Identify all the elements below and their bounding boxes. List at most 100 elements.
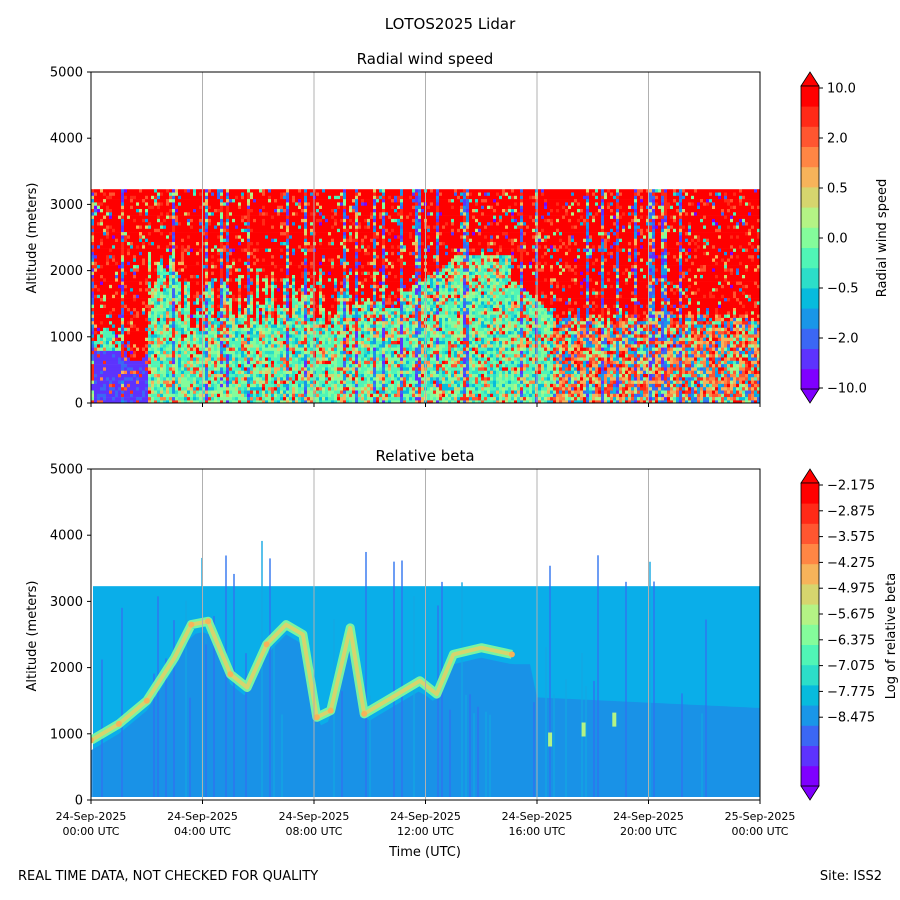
wind-cell — [256, 238, 259, 243]
wind-cell — [304, 327, 307, 332]
wind-cell — [202, 261, 205, 266]
wind-cell — [274, 268, 277, 272]
wind-cell — [292, 248, 295, 253]
wind-cell — [241, 308, 244, 312]
wind-cell — [94, 281, 97, 286]
wind-cell — [130, 397, 133, 401]
wind-cell — [229, 195, 232, 200]
wind-cell — [259, 344, 262, 348]
wind-cell — [136, 288, 139, 292]
wind-cell — [139, 311, 142, 315]
wind-cell — [148, 225, 151, 230]
wind-cell — [301, 360, 304, 365]
wind-cell — [145, 242, 148, 246]
wind-cell — [226, 390, 229, 395]
wind-cell — [262, 261, 265, 266]
wind-cell — [295, 215, 298, 220]
wind-cell — [103, 195, 106, 200]
wind-cell — [232, 321, 235, 325]
wind-cell — [142, 278, 145, 282]
wind-cell — [133, 261, 136, 266]
wind-cell — [97, 215, 100, 220]
wind-cell — [310, 347, 313, 352]
wind-cell — [298, 350, 301, 355]
wind-cell — [106, 242, 109, 246]
wind-cell — [223, 324, 226, 329]
wind-cell — [133, 380, 136, 385]
wind-cell — [121, 334, 124, 338]
wind-cell — [232, 218, 235, 223]
wind-cell — [97, 397, 100, 401]
wind-cell — [244, 317, 247, 322]
wind-cell — [94, 242, 97, 246]
wind-cell — [187, 314, 190, 319]
wind-cell — [244, 390, 247, 395]
wind-cell — [130, 364, 133, 368]
wind-cell — [259, 258, 262, 263]
wind-cell — [154, 288, 157, 292]
wind-cell — [250, 284, 253, 289]
wind-cell — [271, 288, 274, 292]
wind-cell — [250, 202, 253, 206]
wind-cell — [241, 222, 244, 226]
wind-cell — [178, 228, 181, 233]
wind-cell — [133, 383, 136, 388]
wind-cell — [205, 393, 208, 398]
wind-cell — [295, 212, 298, 216]
wind-cell — [166, 215, 169, 220]
wind-cell — [184, 218, 187, 223]
wind-cell — [205, 380, 208, 385]
wind-cell — [103, 364, 106, 368]
wind-cell — [178, 331, 181, 335]
wind-cell — [139, 248, 142, 253]
wind-cell — [136, 242, 139, 246]
wind-cell — [157, 321, 160, 325]
wind-cell — [121, 344, 124, 348]
wind-cell — [94, 248, 97, 253]
wind-cell — [277, 354, 280, 358]
wind-cell — [292, 255, 295, 259]
wind-cell — [316, 189, 319, 193]
wind-cell — [130, 334, 133, 338]
wind-cell — [316, 354, 319, 358]
wind-cell — [262, 383, 265, 388]
wind-cell — [163, 317, 166, 322]
wind-cell — [235, 268, 238, 272]
wind-cell — [172, 334, 175, 338]
wind-cell — [127, 251, 130, 256]
wind-cell — [160, 228, 163, 233]
wind-cell — [265, 400, 268, 403]
wind-cell — [115, 261, 118, 266]
wind-cell — [190, 294, 193, 299]
wind-cell — [178, 354, 181, 358]
wind-cell — [292, 301, 295, 305]
wind-cell — [277, 258, 280, 263]
wind-cell — [277, 350, 280, 355]
wind-cell — [94, 199, 97, 203]
wind-cell — [106, 337, 109, 342]
wind-cell — [307, 383, 310, 388]
wind-cell — [295, 278, 298, 282]
wind-cell — [319, 314, 322, 319]
wind-cell — [232, 228, 235, 233]
wind-cell — [223, 275, 226, 279]
wind-cell — [154, 308, 157, 312]
wind-cell — [139, 374, 142, 378]
wind-cell — [106, 278, 109, 282]
wind-cell — [208, 331, 211, 335]
wind-cell — [235, 334, 238, 338]
wind-cell — [178, 400, 181, 403]
wind-cell — [103, 393, 106, 398]
wind-cell — [277, 308, 280, 312]
wind-cell — [310, 301, 313, 305]
wind-cell — [226, 387, 229, 391]
wind-cell — [202, 337, 205, 342]
wind-cell — [166, 199, 169, 203]
wind-cell — [304, 271, 307, 276]
wind-cell — [211, 314, 214, 319]
wind-cell — [307, 321, 310, 325]
wind-cell — [238, 235, 241, 239]
wind-cell — [229, 284, 232, 289]
wind-cell — [184, 189, 187, 193]
wind-cell — [160, 360, 163, 365]
